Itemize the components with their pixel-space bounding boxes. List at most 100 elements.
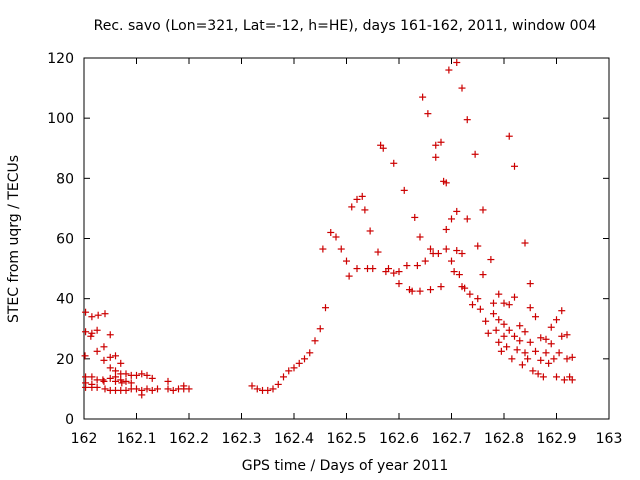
data-point-marker: [106, 353, 114, 361]
data-point-marker: [306, 349, 314, 357]
data-point-marker: [568, 376, 576, 384]
data-point-marker: [93, 383, 101, 391]
data-point-marker: [424, 110, 432, 118]
data-point-marker: [343, 257, 350, 265]
data-point-marker: [558, 332, 566, 340]
data-point-marker: [361, 206, 369, 214]
data-point-marker: [353, 195, 361, 203]
data-point-marker: [479, 206, 487, 214]
data-point-marker: [495, 290, 503, 298]
data-point-marker: [534, 370, 542, 378]
x-tick-label: 162.3: [221, 431, 261, 447]
data-point-marker: [106, 374, 114, 382]
data-point-marker: [366, 227, 374, 235]
x-tick-label: 163: [596, 431, 623, 447]
data-point-marker: [511, 162, 518, 170]
data-point-marker: [143, 371, 151, 379]
data-point-marker: [508, 355, 516, 363]
data-point-marker: [81, 352, 89, 360]
data-point-marker: [100, 377, 108, 385]
y-tick-label: 100: [47, 111, 74, 127]
data-point-marker: [413, 262, 421, 270]
data-point-marker: [327, 228, 335, 236]
data-point-marker: [280, 373, 287, 381]
data-point-marker: [112, 367, 119, 375]
data-point-marker: [421, 257, 429, 265]
data-point-marker: [101, 310, 109, 318]
data-point-marker: [316, 325, 324, 333]
y-tick-label: 80: [56, 171, 74, 187]
data-point-marker: [503, 343, 511, 351]
data-point-marker: [169, 386, 177, 394]
data-point-marker: [93, 347, 101, 355]
y-axis-ticks: 0 20 40 60 80 100 120: [47, 51, 609, 428]
data-point-marker: [526, 338, 534, 346]
chart-title: Rec. savo (Lon=321, Lat=-12, h=HE), days…: [94, 18, 597, 34]
data-point-marker: [516, 322, 524, 330]
data-point-marker: [143, 385, 151, 393]
data-point-marker: [537, 334, 545, 342]
data-point-marker: [100, 356, 108, 364]
data-point-marker: [511, 332, 518, 340]
data-point-marker: [542, 335, 550, 343]
data-point-marker: [264, 386, 272, 394]
data-point-marker: [408, 287, 416, 295]
data-point-marker: [248, 382, 256, 390]
data-point-marker: [419, 93, 427, 101]
data-point-marker: [285, 367, 293, 375]
data-point-marker: [445, 66, 453, 74]
data-point-marker: [505, 301, 513, 309]
data-point-marker: [453, 207, 461, 215]
data-point-marker: [122, 370, 130, 378]
y-tick-label: 20: [56, 352, 74, 368]
y-axis-label: STEC from uqrg / TECUs: [6, 155, 22, 323]
data-point-marker: [432, 153, 440, 161]
data-point-marker: [148, 386, 156, 394]
data-point-marker: [101, 385, 109, 393]
data-point-marker: [553, 373, 560, 381]
data-point-marker: [295, 359, 303, 367]
data-point-marker: [487, 256, 495, 264]
x-tick-label: 162.5: [326, 431, 366, 447]
data-point-marker: [461, 284, 469, 292]
data-point-marker: [484, 329, 492, 337]
data-point-marker: [117, 359, 125, 367]
data-point-marker: [490, 299, 497, 307]
data-point-marker: [88, 313, 96, 321]
data-point-marker: [88, 373, 96, 381]
data-point-marker: [490, 310, 497, 318]
data-point-marker: [274, 380, 282, 388]
data-point-marker: [463, 116, 471, 124]
data-point-marker: [395, 268, 403, 276]
data-point-marker: [453, 59, 461, 67]
data-point-marker: [164, 377, 172, 385]
data-point-marker: [269, 385, 277, 393]
data-point-marker: [117, 376, 125, 384]
data-point-marker: [448, 215, 455, 223]
data-point-marker: [133, 385, 140, 393]
data-point-marker: [400, 186, 408, 194]
data-point-marker: [411, 213, 419, 221]
data-point-marker: [416, 233, 424, 241]
data-point-marker: [563, 355, 571, 363]
data-point-marker: [290, 364, 298, 372]
data-point-marker: [550, 355, 558, 363]
data-point-marker: [353, 265, 361, 273]
data-point-marker: [379, 144, 387, 152]
data-point-marker: [526, 304, 534, 312]
x-tick-label: 162.1: [116, 431, 156, 447]
data-point-marker: [474, 242, 482, 250]
data-point-marker: [122, 386, 130, 394]
data-point-marker: [450, 268, 458, 276]
data-point-marker: [385, 265, 392, 273]
data-point-marker: [322, 304, 329, 312]
data-point-marker: [547, 340, 555, 348]
data-point-marker: [185, 385, 193, 393]
data-point-marker: [437, 138, 445, 146]
data-points: [81, 59, 576, 399]
x-tick-label: 162: [71, 431, 98, 447]
data-point-marker: [466, 290, 474, 298]
data-point-marker: [495, 338, 503, 346]
